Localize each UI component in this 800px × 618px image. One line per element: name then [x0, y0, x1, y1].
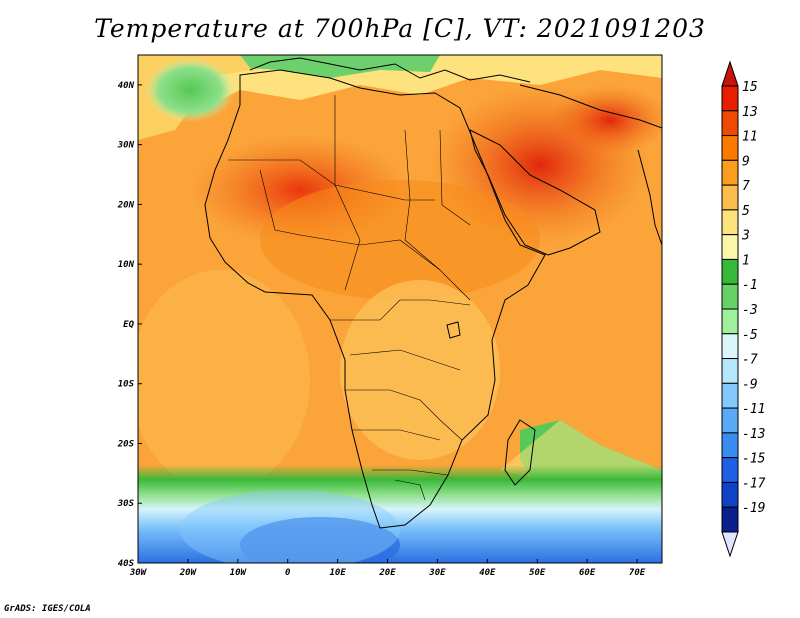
colorbar-top-arrow: [721, 60, 739, 87]
temperature-zone-green-nw: [145, 58, 235, 122]
lon-tick-label: 40E: [479, 568, 496, 578]
colorbar-label: 15: [742, 80, 758, 95]
lon-tick-label: 30W: [129, 568, 148, 578]
colorbar-label: 9: [742, 154, 750, 169]
arabia-coastline: [469, 129, 601, 256]
colorbar-segment: [721, 382, 739, 409]
temperature-zone-southern-ocean: [138, 465, 662, 563]
lat-tick-label: EQ: [123, 320, 134, 330]
colorbar-segment: [721, 308, 739, 335]
lon-tick-label: 20E: [378, 568, 396, 578]
colorbar-bottom-arrow: [721, 531, 739, 558]
lat-tick-label: 40N: [118, 81, 135, 91]
colorbar-segment: [721, 457, 739, 483]
colorbar-label: 13: [742, 105, 758, 120]
colorbar-segment: [721, 333, 739, 360]
colorbar-segment: [721, 481, 739, 508]
coastlines: [204, 57, 662, 529]
map-frame: [137, 54, 663, 564]
colorbar-label: -13: [742, 427, 765, 442]
lon-tick-label: 20W: [179, 568, 198, 578]
temperature-zone-cold-ring: [180, 490, 400, 563]
colorbar-label: 3: [741, 229, 750, 244]
lon-tick-label: 50E: [529, 568, 546, 578]
colorbar-label: 5: [742, 204, 750, 219]
temperature-zone-cold-core: [240, 517, 400, 563]
temperature-zone-central-africa: [340, 280, 500, 460]
lat-tick-label: 10S: [118, 380, 135, 390]
lat-tick-label: 20S: [117, 439, 135, 449]
india-coastline: [637, 149, 662, 246]
colorbar-label: -19: [742, 501, 765, 516]
colorbar-segment: [721, 135, 739, 161]
colorbar-label: -1: [742, 278, 758, 293]
lat-tick-label: 10N: [118, 260, 135, 270]
colorbar-segment: [721, 110, 739, 137]
temperature-zone-hot-iran: [550, 85, 662, 155]
country-borders: [228, 95, 471, 501]
longitude-axis: 30W 20W 10W 0 10E 20E 30E 40E 50E 60E 70E: [129, 559, 646, 578]
colorbar-segment: [721, 432, 739, 459]
temperature-zone-atlantic-tropics: [138, 270, 310, 490]
lake-victoria: [446, 321, 461, 339]
colorbar-segment: [721, 258, 739, 285]
colorbar-segment: [721, 283, 739, 310]
colorbar-segment: [721, 358, 739, 384]
colorbar-segment: [721, 234, 739, 260]
lon-tick-label: 30E: [428, 568, 446, 578]
colorbar-segment: [721, 85, 739, 112]
lon-tick-label: 60E: [579, 568, 596, 578]
colorbar-label: -5: [742, 328, 758, 343]
colorbar-label: -17: [742, 476, 766, 491]
lon-tick-label: 10W: [230, 568, 248, 578]
europe-coastline: [249, 57, 531, 83]
persia-coastline: [519, 84, 662, 129]
colorbar: 15 13 11 9 7 5 3 1 -1 -3 -5 -7 -9 -11 -13 -15 -17 -19: [721, 60, 766, 558]
colorbar-label: -3: [742, 303, 758, 318]
colorbar-label: -7: [742, 353, 758, 368]
colorbar-label: -15: [742, 452, 766, 467]
colorbar-label: -9: [742, 377, 758, 392]
colorbar-segment: [721, 159, 739, 186]
lat-tick-label: 30S: [117, 499, 135, 509]
lat-tick-label: 20N: [117, 200, 135, 210]
colorbar-segment: [721, 407, 739, 434]
latitude-axis: 40N 30N 20N 10N EQ 10S 20S 30S 40S: [117, 81, 142, 569]
africa-coastline: [204, 69, 546, 529]
colorbar-label: -11: [742, 402, 765, 417]
colorbar-label: 11: [742, 130, 758, 145]
colorbar-label: 7: [742, 179, 750, 194]
colorbar-segment: [721, 506, 739, 533]
lat-tick-label: 30N: [117, 141, 135, 151]
lat-tick-label: 40S: [118, 559, 135, 569]
lon-tick-label: 10E: [329, 568, 346, 578]
map-plot-area: [138, 55, 662, 563]
colorbar-segment: [721, 209, 739, 236]
colorbar-segment: [721, 184, 739, 211]
madagascar-coastline: [504, 419, 536, 486]
lon-tick-label: 0: [285, 568, 291, 578]
map-title: Temperature at 700hPa [C], VT: 202109120…: [94, 14, 706, 43]
grads-credit: GrADS: IGES/COLA: [4, 604, 91, 614]
lon-tick-label: 70E: [629, 568, 646, 578]
colorbar-label: 1: [742, 253, 750, 268]
